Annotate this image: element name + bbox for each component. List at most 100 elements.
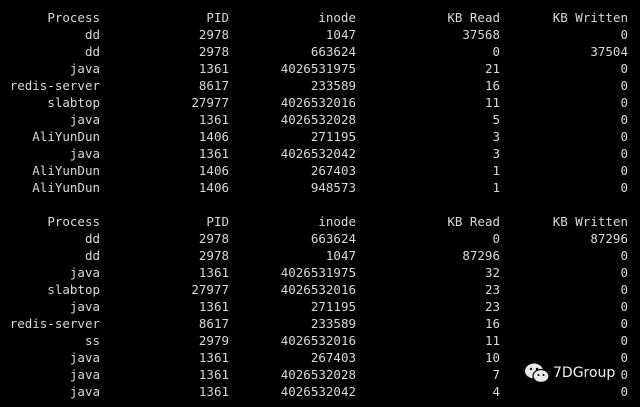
cell-kb-written: 0 <box>620 146 628 161</box>
cell-pid: 1361 <box>198 299 229 314</box>
cell-kb-read: 11 <box>484 95 500 110</box>
table-row: java 1361 4026532028 7 0 <box>0 366 640 383</box>
cell-process: dd <box>84 231 100 246</box>
cell-process: java <box>69 384 100 399</box>
cell-inode: 948573 <box>310 180 356 195</box>
cell-kb-read: 37568 <box>462 27 500 42</box>
cell-inode: 1047 <box>325 27 356 42</box>
cell-kb-written: 37504 <box>590 44 628 59</box>
cell-process: ss <box>84 333 100 348</box>
cell-inode: 267403 <box>310 350 356 365</box>
cell-pid: 1361 <box>198 384 229 399</box>
cell-process: java <box>69 112 100 127</box>
cell-kb-written: 0 <box>620 316 628 331</box>
wechat-icon <box>525 363 550 384</box>
cell-kb-written: 0 <box>620 129 628 144</box>
cell-kb-read: 1 <box>492 163 500 178</box>
header-inode: inode <box>318 214 356 229</box>
table-row: dd 2978 663624 0 87296 <box>0 230 640 247</box>
cell-kb-written: 0 <box>620 78 628 93</box>
table-row: java 1361 267403 10 0 <box>0 349 640 366</box>
cell-kb-read: 1 <box>492 180 500 195</box>
cell-kb-written: 0 <box>620 61 628 76</box>
cell-pid: 27977 <box>191 95 229 110</box>
cell-pid: 2978 <box>198 248 229 263</box>
cell-kb-read: 0 <box>492 44 500 59</box>
cell-process: java <box>69 265 100 280</box>
watermark-text: 7DGroup <box>553 365 616 381</box>
cell-process: slabtop <box>47 282 100 297</box>
table-row: java 1361 4026532042 3 0 <box>0 145 640 162</box>
cell-pid: 1361 <box>198 350 229 365</box>
cell-process: AliYunDun <box>32 129 100 144</box>
io-table-1: Process PID inode KB Read KB Written dd 2978 10… <box>0 9 640 196</box>
table-row: AliYunDun 1406 267403 1 0 <box>0 162 640 179</box>
table-row: dd 2978 1047 87296 0 <box>0 247 640 264</box>
cell-pid: 27977 <box>191 282 229 297</box>
cell-kb-written: 0 <box>620 112 628 127</box>
cell-process: java <box>69 299 100 314</box>
cell-kb-read: 21 <box>484 61 500 76</box>
cell-pid: 1406 <box>198 129 229 144</box>
cell-kb-written: 0 <box>620 350 628 365</box>
header-kb-written: KB Written <box>552 214 628 229</box>
cell-pid: 2979 <box>198 333 229 348</box>
cell-inode: 663624 <box>310 44 356 59</box>
cell-inode: 4026532042 <box>280 384 356 399</box>
table-row: AliYunDun 1406 948573 1 0 <box>0 179 640 196</box>
header-inode: inode <box>318 10 356 25</box>
cell-inode: 4026532042 <box>280 146 356 161</box>
cell-process: java <box>69 61 100 76</box>
cell-kb-written: 0 <box>620 333 628 348</box>
cell-process: slabtop <box>47 95 100 110</box>
table-row: slabtop 27977 4026532016 11 0 <box>0 94 640 111</box>
cell-inode: 4026532016 <box>280 333 356 348</box>
cell-kb-written: 0 <box>620 384 628 399</box>
cell-process: java <box>69 350 100 365</box>
cell-pid: 1406 <box>198 163 229 178</box>
cell-inode: 233589 <box>310 78 356 93</box>
cell-inode: 4026531975 <box>280 61 356 76</box>
table-row: java 1361 271195 23 0 <box>0 298 640 315</box>
cell-kb-written: 0 <box>620 163 628 178</box>
cell-inode: 271195 <box>310 299 356 314</box>
io-table-2: Process PID inode KB Read KB Written dd 2978 66… <box>0 213 640 400</box>
table-row: redis-server 8617 233589 16 0 <box>0 315 640 332</box>
cell-kb-written: 0 <box>620 265 628 280</box>
cell-pid: 8617 <box>198 78 229 93</box>
watermark: 7DGroup <box>524 362 615 384</box>
table-row: dd 2978 663624 0 37504 <box>0 43 640 60</box>
cell-inode: 4026532028 <box>280 112 356 127</box>
cell-process: AliYunDun <box>32 180 100 195</box>
table-row: dd 2978 1047 37568 0 <box>0 26 640 43</box>
cell-inode: 663624 <box>310 231 356 246</box>
cell-process: dd <box>84 27 100 42</box>
cell-process: redis-server <box>9 78 100 93</box>
cell-kb-read: 3 <box>492 146 500 161</box>
cell-kb-read: 16 <box>484 316 500 331</box>
cell-pid: 1361 <box>198 367 229 382</box>
table-row: java 1361 4026531975 21 0 <box>0 60 640 77</box>
table-row: AliYunDun 1406 271195 3 0 <box>0 128 640 145</box>
cell-kb-written: 0 <box>620 180 628 195</box>
header-kb-read: KB Read <box>447 214 500 229</box>
cell-kb-read: 3 <box>492 129 500 144</box>
header-kb-written: KB Written <box>552 10 628 25</box>
table-row: redis-server 8617 233589 16 0 <box>0 77 640 94</box>
cell-kb-read: 10 <box>484 350 500 365</box>
cell-process: java <box>69 367 100 382</box>
cell-inode: 4026532016 <box>280 95 356 110</box>
cell-kb-written: 87296 <box>590 231 628 246</box>
table-row: slabtop 27977 4026532016 23 0 <box>0 281 640 298</box>
cell-inode: 271195 <box>310 129 356 144</box>
cell-kb-read: 11 <box>484 333 500 348</box>
cell-kb-read: 4 <box>492 384 500 399</box>
cell-process: AliYunDun <box>32 163 100 178</box>
table-row: java 1361 4026532042 4 0 <box>0 383 640 400</box>
cell-kb-read: 87296 <box>462 248 500 263</box>
cell-kb-read: 32 <box>484 265 500 280</box>
cell-kb-written: 0 <box>620 282 628 297</box>
cell-pid: 2978 <box>198 27 229 42</box>
cell-kb-read: 7 <box>492 367 500 382</box>
cell-process: redis-server <box>9 316 100 331</box>
